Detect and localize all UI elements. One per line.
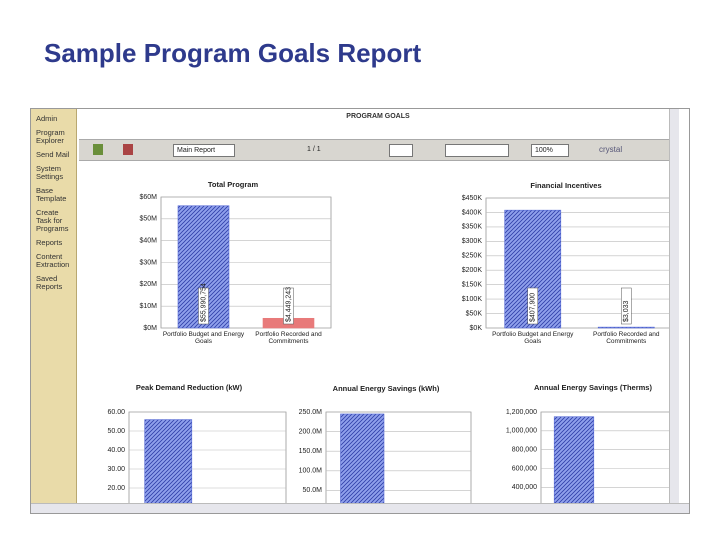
y-tick-label: $40M bbox=[139, 238, 157, 245]
chart-title: Financial Incentives bbox=[530, 181, 601, 190]
chart-title: Annual Energy Savings (Therms) bbox=[534, 383, 652, 392]
value-label-group: $407,900 bbox=[527, 287, 538, 325]
chart-title: Peak Demand Reduction (kW) bbox=[136, 383, 243, 392]
y-tick-label: $350K bbox=[462, 224, 483, 231]
charts: Total Program $0M $10M $20M $30M $40M $50M $60M… bbox=[107, 180, 674, 503]
report-content: PROGRAM GOALS Main Report 1 / 1 100% cry… bbox=[77, 109, 679, 503]
sidebar-item[interactable]: Send Mail bbox=[36, 150, 70, 159]
x-tick-label: Portfolio Recorded and Commitments bbox=[593, 331, 660, 345]
y-tick-label: $250K bbox=[462, 253, 483, 260]
y-tick-label: $150K bbox=[462, 282, 483, 289]
vertical-scrollbar[interactable] bbox=[669, 109, 679, 503]
bar bbox=[597, 326, 655, 329]
report-window: Admin Program Explorer Send Mail System Set… bbox=[30, 108, 690, 514]
y-tick-label: $0M bbox=[143, 325, 157, 332]
value-label: $407,900 bbox=[530, 293, 537, 322]
category-label-box: Portfolio Recorded and Commitments bbox=[593, 331, 660, 345]
icon bbox=[93, 144, 103, 155]
value-label: $3,033 bbox=[623, 300, 630, 322]
y-tick-label: $20M bbox=[139, 281, 157, 288]
y-tick-label: $450K bbox=[462, 195, 483, 202]
y-tick-label: $50M bbox=[139, 216, 157, 223]
page-input[interactable] bbox=[389, 144, 413, 157]
y-tick-label: 60.00 bbox=[107, 409, 125, 416]
y-tick-label: 50.00 bbox=[107, 428, 125, 435]
category-label-box: Portfolio Recorded and Commitments bbox=[255, 331, 322, 345]
value-label: $55,990,754 bbox=[200, 283, 207, 322]
y-tick-label: $0K bbox=[470, 325, 483, 332]
icon bbox=[123, 144, 133, 155]
y-tick-label: $50K bbox=[466, 310, 483, 317]
y-tick-label: 600,000 bbox=[512, 465, 537, 472]
report-heading: PROGRAM GOALS bbox=[346, 113, 410, 120]
value-label-group: $55,990,754 bbox=[198, 283, 209, 325]
sidebar-item[interactable]: Content Extraction bbox=[36, 252, 70, 269]
x-tick-label: Portfolio Budget and Energy Goals bbox=[162, 331, 245, 345]
sidebar-item[interactable]: Saved Reports bbox=[36, 274, 63, 291]
page-indicator: 1 / 1 bbox=[307, 146, 321, 153]
y-tick-label: $30M bbox=[139, 259, 157, 266]
sidebar-item[interactable]: System Settings bbox=[36, 164, 64, 181]
y-tick-label: 40.00 bbox=[107, 447, 125, 454]
sidebar-item[interactable]: Program Explorer bbox=[36, 128, 65, 145]
sidebar-item[interactable]: Admin bbox=[36, 114, 58, 123]
category-label-box: Portfolio Budget and Energy Goals bbox=[162, 331, 245, 345]
horizontal-scrollbar[interactable] bbox=[31, 503, 689, 513]
chart-title: Total Program bbox=[208, 180, 259, 189]
zoom-select[interactable]: 100% bbox=[531, 144, 569, 157]
category-label-box: Portfolio Budget and Energy Goals bbox=[492, 331, 574, 345]
y-tick-label: $100K bbox=[462, 296, 483, 303]
y-tick-label: 1,200,000 bbox=[506, 409, 537, 416]
y-tick-label: 30.00 bbox=[107, 466, 125, 473]
bar bbox=[144, 419, 193, 503]
y-tick-label: $300K bbox=[462, 238, 483, 245]
y-tick-label: 400,000 bbox=[512, 484, 537, 491]
y-tick-label: 250.0M bbox=[299, 409, 323, 416]
value-label-group: $4,449,243 bbox=[283, 287, 294, 325]
brand: crystal bbox=[599, 145, 623, 154]
y-tick-label: 1,000,000 bbox=[506, 428, 537, 435]
value-label-box bbox=[621, 287, 632, 325]
y-tick-label: $60M bbox=[139, 194, 157, 201]
y-tick-label: 200.0M bbox=[299, 428, 323, 435]
toolbar: Main Report 1 / 1 100% crystal bbox=[79, 139, 679, 161]
sidebar-item[interactable]: Base Template bbox=[36, 186, 67, 203]
y-tick-label: $200K bbox=[462, 267, 483, 274]
sidebar: Admin Program Explorer Send Mail System Set… bbox=[31, 109, 77, 503]
value-label-box bbox=[283, 287, 294, 325]
y-tick-label: $400K bbox=[462, 209, 483, 216]
y-tick-label: 800,000 bbox=[512, 447, 537, 454]
chart-title: Annual Energy Savings (kWh) bbox=[333, 384, 440, 393]
sidebar-item[interactable]: Reports bbox=[36, 238, 63, 247]
bar bbox=[340, 413, 385, 503]
sidebar-item[interactable]: Create Task for Programs bbox=[36, 208, 69, 233]
y-tick-label: 50.0M bbox=[303, 487, 323, 494]
value-label: $4,449,243 bbox=[285, 287, 292, 322]
value-label-box bbox=[527, 287, 538, 325]
x-tick-label: Portfolio Recorded and Commitments bbox=[255, 331, 322, 345]
search-input[interactable] bbox=[445, 144, 509, 157]
y-tick-label: 20.00 bbox=[107, 485, 125, 492]
value-label-box bbox=[198, 287, 209, 325]
y-tick-label: $10M bbox=[139, 303, 157, 310]
value-label-group: $3,033 bbox=[621, 287, 632, 325]
view-select[interactable]: Main Report bbox=[173, 144, 235, 157]
y-tick-label: 100.0M bbox=[299, 468, 323, 475]
bar bbox=[553, 416, 595, 503]
y-tick-label: 150.0M bbox=[299, 448, 323, 455]
slide-title: Sample Program Goals Report bbox=[44, 38, 422, 68]
x-tick-label: Portfolio Budget and Energy Goals bbox=[492, 331, 574, 345]
